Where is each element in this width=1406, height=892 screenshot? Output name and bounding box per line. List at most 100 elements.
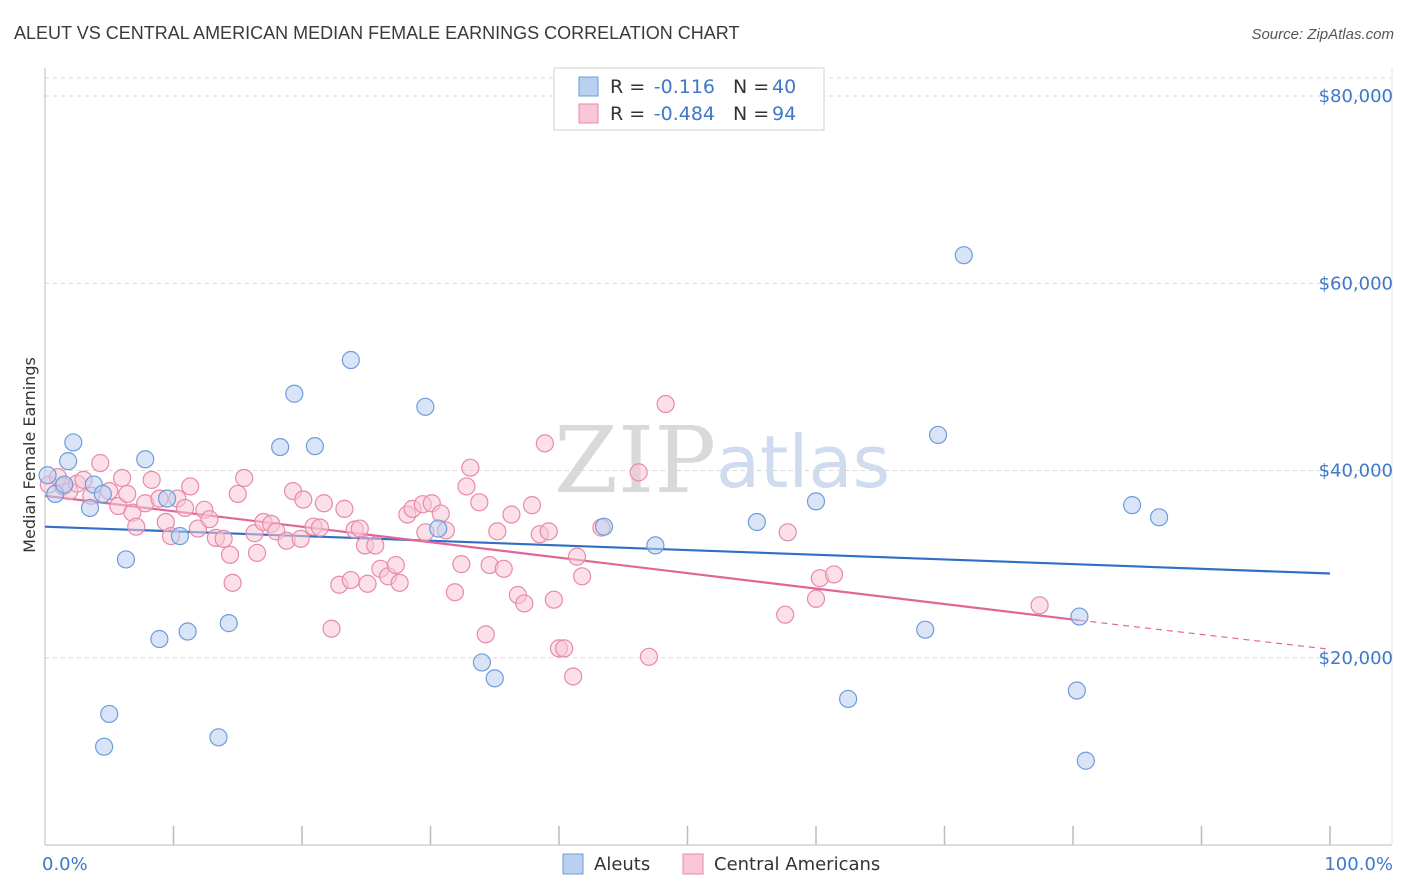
central-american-point	[494, 559, 513, 578]
central-american-point	[366, 536, 385, 555]
central-american-point	[223, 573, 242, 592]
central-american-point	[310, 518, 330, 537]
legend-r-label-aleuts: R =	[610, 76, 645, 98]
aleut-point	[80, 498, 100, 518]
central-american-point	[573, 567, 592, 586]
trend-lines	[44, 494, 1331, 650]
aleut-point	[806, 492, 826, 511]
central-american-point	[214, 529, 233, 548]
aleut-point	[157, 489, 177, 508]
central-american-point	[535, 434, 554, 453]
legend-swatch-central-americans	[578, 103, 599, 124]
aleut-point	[954, 246, 973, 265]
aleut-point	[285, 384, 304, 403]
legend-top: R = -0.116 N = 40 R = -0.484 N = 94	[553, 67, 825, 131]
central-american-point	[91, 453, 110, 473]
legend-r-label-central: R =	[610, 103, 645, 125]
central-american-point	[567, 547, 587, 566]
central-american-point	[200, 510, 219, 529]
aleut-point	[1076, 751, 1095, 770]
aleut-point	[472, 653, 491, 672]
aleut-point	[38, 466, 57, 485]
aleut-point	[64, 433, 83, 452]
legend-bottom-label-aleuts: Aleuts	[594, 854, 650, 875]
central-american-point	[522, 496, 542, 515]
central-american-point	[555, 639, 574, 658]
central-american-point	[112, 468, 132, 488]
aleut-point	[100, 704, 119, 724]
aleut-point	[485, 669, 504, 688]
central-american-point	[824, 565, 844, 584]
aleut-point	[1067, 681, 1086, 700]
central-american-point	[806, 589, 826, 608]
aleut-point	[170, 526, 190, 546]
y-tick-label: $40,000	[1319, 461, 1393, 482]
central-american-point	[142, 470, 161, 489]
legend-n-label-central: N =	[733, 103, 769, 125]
aleut-point	[93, 484, 112, 504]
x-tick-label: 0.0%	[42, 854, 88, 875]
aleut-point	[916, 620, 935, 639]
central-american-point	[544, 590, 563, 609]
central-american-point	[235, 468, 254, 488]
central-american-point	[656, 394, 675, 414]
source-label: Source: ZipAtlas.com	[1251, 26, 1394, 43]
central-american-trend-extension	[1079, 619, 1331, 650]
y-tick-label: $80,000	[1319, 86, 1393, 107]
aleut-point	[839, 689, 858, 709]
aleut-point	[1070, 607, 1089, 626]
central-american-point	[461, 458, 480, 477]
aleut-point	[95, 737, 114, 756]
aleut-point	[136, 450, 155, 469]
central-american-point	[515, 594, 534, 613]
aleut-point	[1149, 508, 1169, 527]
central-american-point	[118, 484, 137, 504]
watermark-zip: ZIP	[554, 407, 716, 514]
aleut-point	[747, 512, 766, 532]
central-american-point	[390, 573, 409, 592]
central-american-point	[629, 463, 648, 482]
y-axis-label: Median Female Earnings	[20, 357, 39, 553]
central-american-point	[341, 570, 360, 590]
aleut-point	[116, 550, 136, 569]
aleut-point	[341, 350, 360, 370]
legend-n-value-aleuts: 40	[772, 76, 796, 98]
legend-bottom-swatch-central	[682, 853, 704, 875]
central-american-point	[776, 605, 795, 624]
watermark: ZIP atlas	[554, 407, 890, 514]
aleut-point	[271, 437, 290, 457]
central-american-point	[1030, 596, 1049, 615]
central-american-point	[564, 667, 583, 686]
tick-labels: $20,000 $40,000 $60,000 $80,000 0.0% 100.0%	[42, 86, 1393, 875]
central-american-point	[488, 522, 507, 541]
central-american-point	[175, 498, 195, 518]
legend-bottom-label-central: Central Americans	[714, 854, 880, 875]
central-american-point	[314, 494, 333, 513]
scatter-points	[38, 246, 1169, 770]
central-american-point	[181, 477, 200, 496]
central-american-point	[247, 543, 267, 562]
aleut-point	[219, 614, 238, 633]
central-american-point	[445, 583, 465, 602]
central-american-point	[470, 493, 489, 512]
grid	[45, 77, 1392, 659]
legend-bottom: Aleuts Central Americans	[562, 853, 880, 875]
legend-n-value-central: 94	[772, 103, 796, 125]
aleut-point	[646, 536, 665, 555]
central-american-point	[457, 477, 476, 496]
central-american-point	[386, 555, 405, 575]
aleut-point	[150, 629, 169, 649]
aleut-point	[429, 519, 448, 538]
aleut-point	[928, 425, 948, 445]
y-tick-label: $20,000	[1319, 648, 1393, 669]
central-american-point	[220, 545, 240, 564]
central-american-point	[431, 504, 450, 523]
aleut-point	[59, 452, 78, 471]
central-american-point	[335, 499, 354, 518]
legend-r-value-aleuts: -0.116	[654, 76, 715, 98]
legend-bottom-swatch-aleuts	[562, 853, 584, 875]
central-american-point	[294, 490, 313, 509]
aleut-point	[1123, 496, 1142, 515]
legend-r-value-central: -0.484	[654, 103, 715, 125]
